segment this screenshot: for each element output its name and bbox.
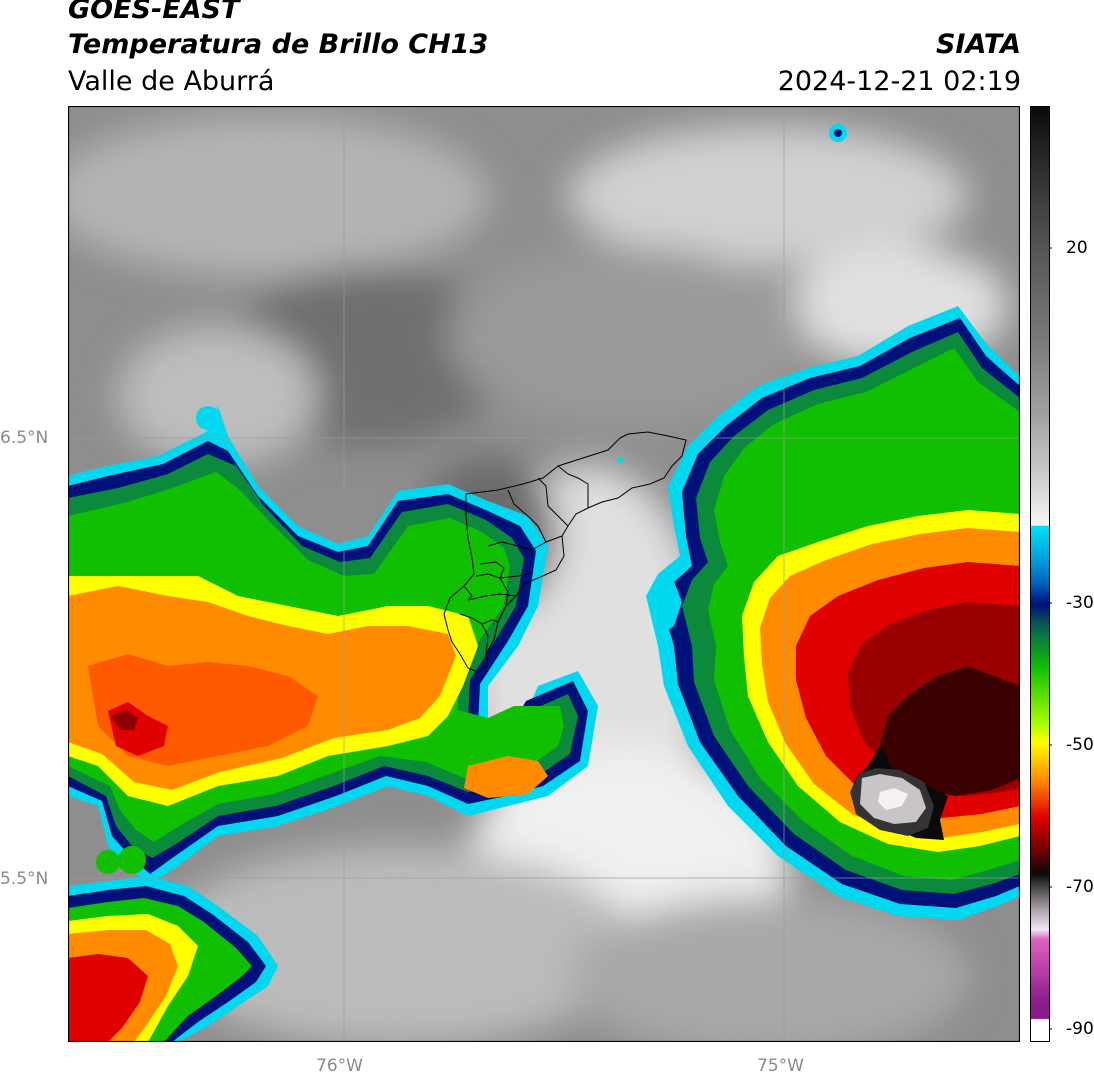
temperature-colorbar <box>1030 106 1052 1042</box>
lon-label-75w: 75°W <box>757 1056 804 1076</box>
colorbar-tick-minus90: -90 <box>1066 1019 1094 1039</box>
municipal-boundaries <box>443 431 687 673</box>
brightness-temperature-map <box>68 106 1020 1042</box>
southwest-storm-cluster <box>68 846 278 1042</box>
gridlines <box>68 106 1020 1042</box>
agency-label: SIATA <box>935 29 1021 60</box>
colorbar-tick-minus50: -50 <box>1066 735 1094 755</box>
product-title: Temperatura de Brillo CH13 <box>68 29 489 60</box>
region-subtitle: Valle de Aburrá <box>68 66 275 97</box>
lat-label-6-5: 6.5°N <box>0 428 49 448</box>
datetime-label: 2024-12-21 02:19 <box>777 66 1021 97</box>
lon-label-76w: 76°W <box>316 1056 363 1076</box>
colorbar-tick-minus70: -70 <box>1066 877 1094 897</box>
east-storm-cluster <box>646 124 1020 920</box>
lat-label-5-5: 5.5°N <box>0 869 49 889</box>
satellite-title: GOES-EAST <box>68 0 240 25</box>
colorbar-tick-minus30: -30 <box>1066 593 1094 613</box>
colorbar-tick-20: 20 <box>1066 238 1088 258</box>
west-storm-cluster <box>68 406 598 886</box>
